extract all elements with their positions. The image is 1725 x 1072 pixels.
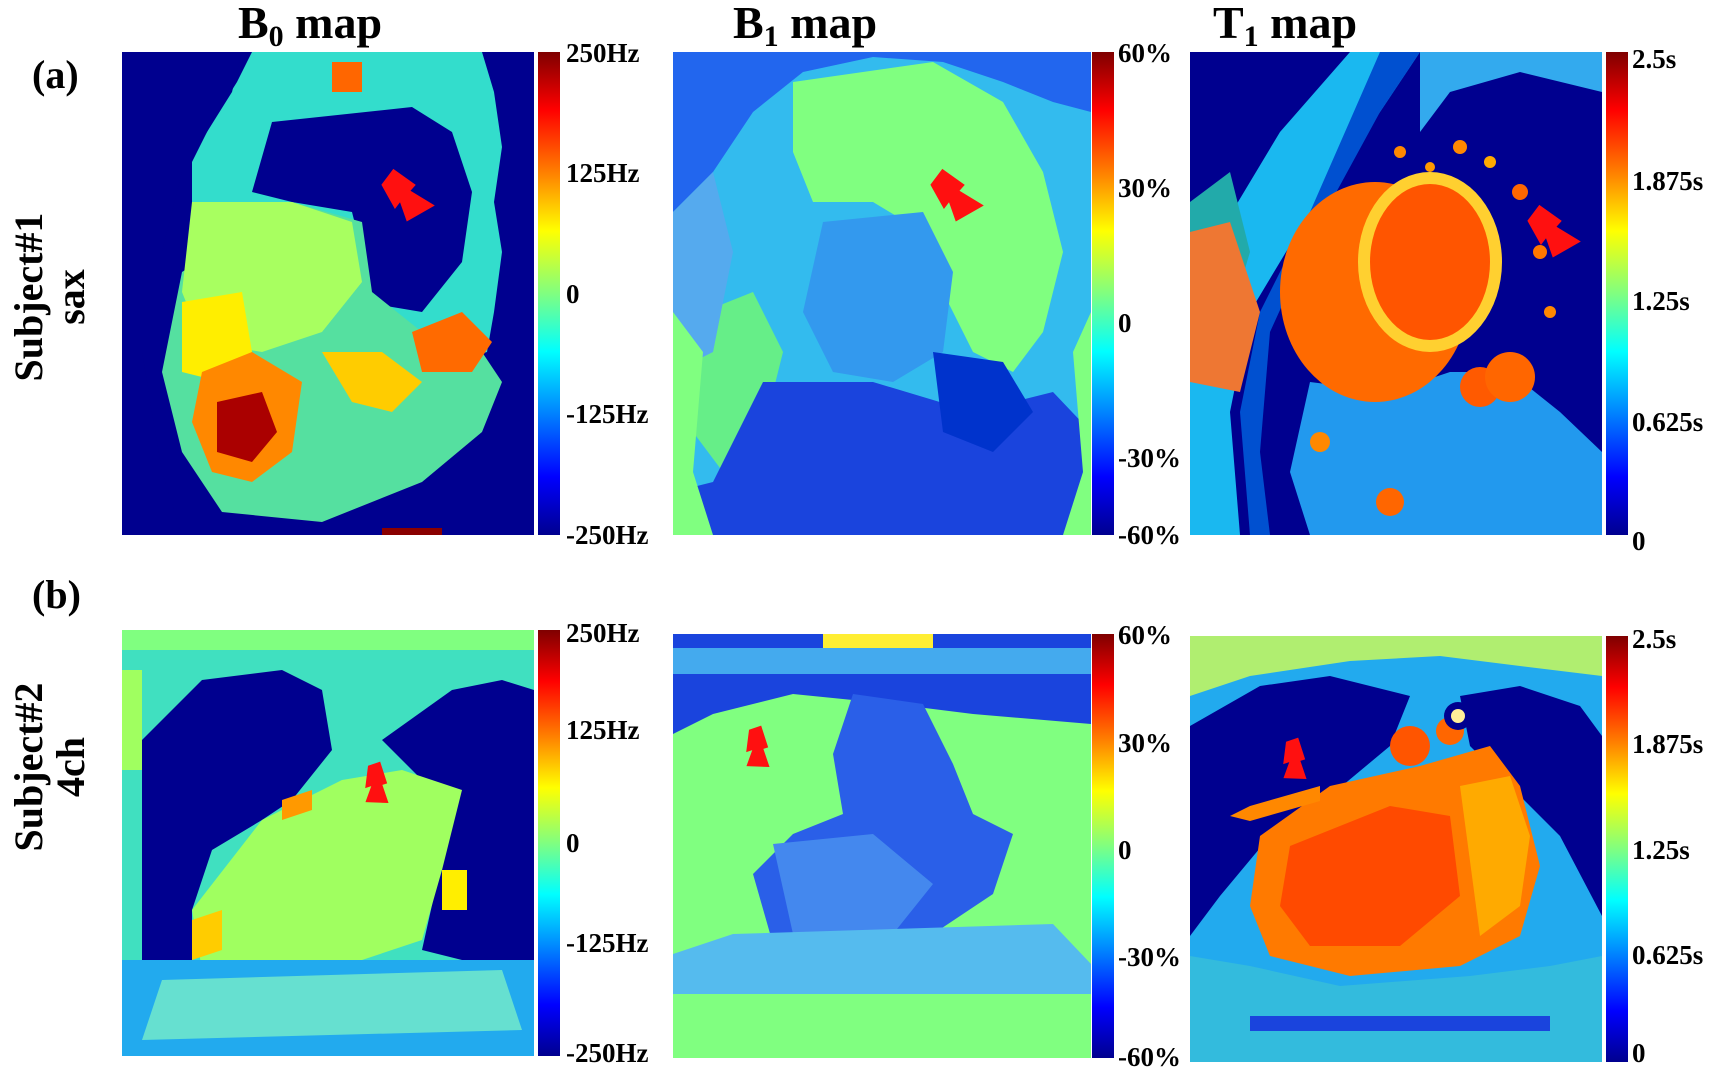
- t1-tick-4: 0.625s: [1632, 407, 1704, 437]
- b1-tick-bottom-2: -60%: [1118, 1042, 1181, 1072]
- b1-colorbar-subject1: [1092, 52, 1114, 535]
- column-title-b1-map: B1 map: [732, 0, 878, 53]
- column-title-b0-map: B0 map: [237, 0, 383, 53]
- b1-tick-bottom: -60%: [1118, 520, 1181, 550]
- b0-map-image-subject1: [122, 52, 534, 535]
- t1-colorbar-subject1: [1606, 52, 1628, 535]
- b0-tick-2: 125Hz: [566, 158, 640, 188]
- row-subject-label-1: Subject#1 sax: [6, 212, 93, 382]
- b0-tick-mid-2: 0: [566, 828, 580, 858]
- b1-tick-top-2: 60%: [1118, 620, 1172, 650]
- b0-tick-4: -125Hz: [566, 399, 649, 429]
- row-label-a: (a): [32, 52, 79, 97]
- b1-tick-mid: 0: [1118, 308, 1132, 338]
- b1-tick-top: 60%: [1118, 38, 1172, 68]
- t1-tick-mid-2: 1.25s: [1632, 835, 1690, 865]
- t1-tick-top: 2.5s: [1632, 44, 1677, 74]
- b0-colorbar-subject2: [538, 630, 560, 1056]
- b1-map-image-subject1: [673, 52, 1091, 535]
- b0-colorbar-subject1: [538, 52, 560, 535]
- column-title-t1-map: T1 map: [1212, 0, 1358, 53]
- t1-tick-top-2: 2.5s: [1632, 624, 1677, 654]
- t1-map-image-subject1: [1190, 52, 1602, 535]
- t1-map-image-subject2: [1190, 636, 1602, 1062]
- t1-tick-mid: 1.25s: [1632, 286, 1690, 316]
- b1-tick-2-2: 30%: [1118, 728, 1172, 758]
- b0-tick-top-2: 250Hz: [566, 618, 640, 648]
- b0-map-image-subject2: [122, 630, 534, 1056]
- b0-tick-top: 250Hz: [566, 38, 640, 68]
- b0-tick-bottom-2: -250Hz: [566, 1038, 649, 1068]
- t1-tick-2-2: 1.875s: [1632, 729, 1704, 759]
- b0-tick-mid: 0: [566, 279, 580, 309]
- b0-tick-4-2: -125Hz: [566, 928, 649, 958]
- b0-tick-bottom: -250Hz: [566, 520, 649, 550]
- t1-tick-bottom-2: 0: [1632, 1038, 1646, 1068]
- b1-tick-4: -30%: [1118, 443, 1181, 473]
- t1-tick-4-2: 0.625s: [1632, 940, 1704, 970]
- b1-colorbar-subject2: [1092, 634, 1114, 1058]
- t1-colorbar-subject2: [1606, 636, 1628, 1062]
- t1-tick-2: 1.875s: [1632, 166, 1704, 196]
- b1-tick-4-2: -30%: [1118, 942, 1181, 972]
- row-label-b: (b): [32, 572, 81, 617]
- t1-tick-bottom: 0: [1632, 526, 1646, 556]
- b0-tick-2-2: 125Hz: [566, 715, 640, 745]
- row-subject-label-2: Subject#2 4ch: [6, 682, 93, 852]
- b1-map-image-subject2: [673, 634, 1091, 1058]
- b1-tick-2: 30%: [1118, 173, 1172, 203]
- b1-tick-mid-2: 0: [1118, 835, 1132, 865]
